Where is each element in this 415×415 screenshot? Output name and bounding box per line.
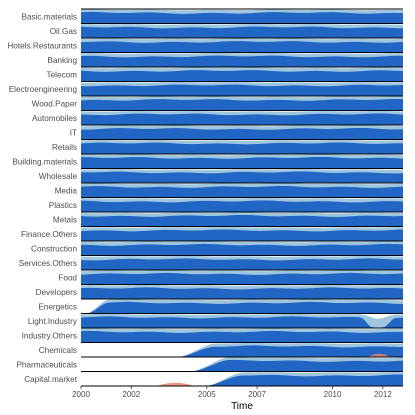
row-label: Telecom: [47, 70, 78, 79]
band-dark: [81, 113, 403, 125]
row-metals: [81, 211, 403, 227]
row-label: Energetics: [38, 302, 77, 311]
row-hotels-restaurants: [81, 37, 403, 53]
band-dark: [81, 214, 403, 227]
band-dark: [81, 359, 403, 372]
band-dark: [81, 185, 403, 198]
row-basic-materials: [81, 8, 403, 24]
x-tick-label: 2002: [122, 390, 140, 399]
row-wholesale: [81, 168, 403, 183]
row-label: Industry.Others: [22, 331, 77, 340]
band-dark: [81, 316, 403, 328]
row-label: Oil.Gas: [50, 27, 77, 36]
row-label: Chemicals: [39, 346, 77, 355]
row-label: Wood.Paper: [32, 99, 78, 108]
row-label: Pharmaceuticals: [16, 360, 77, 369]
row-label: Capital.market: [24, 375, 78, 384]
x-axis-title: Time: [231, 401, 253, 412]
row-label: Plastics: [49, 201, 77, 210]
row-oil-gas: [81, 23, 403, 38]
row-labels: Basic.materials Oil.Gas Hotels.Restaurants…: [7, 12, 78, 384]
row-energetics: [81, 298, 403, 314]
x-tick-label: 2012: [374, 390, 392, 399]
row-electroengineering: [81, 81, 403, 96]
band-negative: [367, 353, 391, 357]
band-dark: [81, 41, 403, 53]
row-it: [81, 124, 403, 140]
band-dark: [81, 287, 403, 299]
row-label: Metals: [53, 215, 77, 224]
row-retails: [81, 139, 403, 154]
row-label: Finance.Others: [21, 230, 77, 239]
band-dark: [81, 272, 403, 285]
row-label: Building.materials: [12, 157, 77, 166]
row-label: Light.Industry: [28, 317, 78, 326]
x-axis: 2000 2002 2005 2007 2010 2012: [72, 386, 392, 399]
band-dark: [81, 55, 403, 67]
row-label: Developers: [36, 288, 77, 297]
row-media: [81, 182, 403, 198]
row-label: Retails: [52, 143, 77, 152]
row-capital-market: [81, 371, 403, 386]
band-dark: [81, 127, 403, 140]
row-label: IT: [70, 128, 77, 137]
row-label: Automobiles: [32, 114, 77, 123]
row-services-others: [81, 255, 403, 270]
band-dark: [81, 156, 403, 169]
band-negative: [156, 382, 195, 386]
band-dark: [81, 70, 403, 82]
row-finance-others: [81, 226, 403, 241]
row-chemicals: [81, 342, 403, 357]
band-dark: [81, 229, 403, 241]
row-label: Construction: [31, 244, 77, 253]
row-label: Wholesale: [39, 172, 78, 181]
row-label: Electroengineering: [9, 85, 78, 94]
row-industry-others: [81, 327, 403, 343]
band-dark: [81, 301, 403, 314]
row-label: Hotels.Restaurants: [7, 41, 77, 50]
x-tick-label: 2007: [248, 390, 266, 399]
horizon-rows: [81, 8, 403, 387]
row-construction: [81, 240, 403, 256]
x-tick-label: 2005: [198, 390, 216, 399]
row-pharmaceuticals: [81, 356, 403, 372]
band-dark: [81, 171, 403, 183]
row-wood-paper: [81, 95, 403, 111]
band-dark: [81, 258, 403, 270]
row-label: Services.Others: [19, 259, 77, 268]
row-label: Media: [55, 186, 78, 195]
band-dark: [81, 330, 403, 343]
row-banking: [81, 52, 403, 67]
row-label: Basic.materials: [21, 12, 77, 21]
band-dark: [81, 11, 403, 24]
band-dark: [81, 142, 403, 154]
row-automobiles: [81, 110, 403, 125]
band-dark: [81, 84, 403, 96]
row-plastics: [81, 197, 403, 212]
row-building-materials: [81, 153, 403, 169]
x-tick-label: 2000: [72, 390, 90, 399]
band-dark: [81, 374, 403, 386]
row-label: Banking: [47, 56, 77, 65]
band-dark: [81, 98, 403, 111]
band-dark: [81, 345, 403, 357]
band-dark: [81, 26, 403, 38]
row-food: [81, 269, 403, 285]
band-dark: [81, 243, 403, 256]
x-tick-label: 2010: [324, 390, 342, 399]
row-label: Food: [58, 273, 77, 282]
band-dark: [81, 200, 403, 212]
row-telecom: [81, 66, 403, 82]
row-light-industry: [81, 313, 403, 328]
row-developers: [81, 284, 403, 299]
